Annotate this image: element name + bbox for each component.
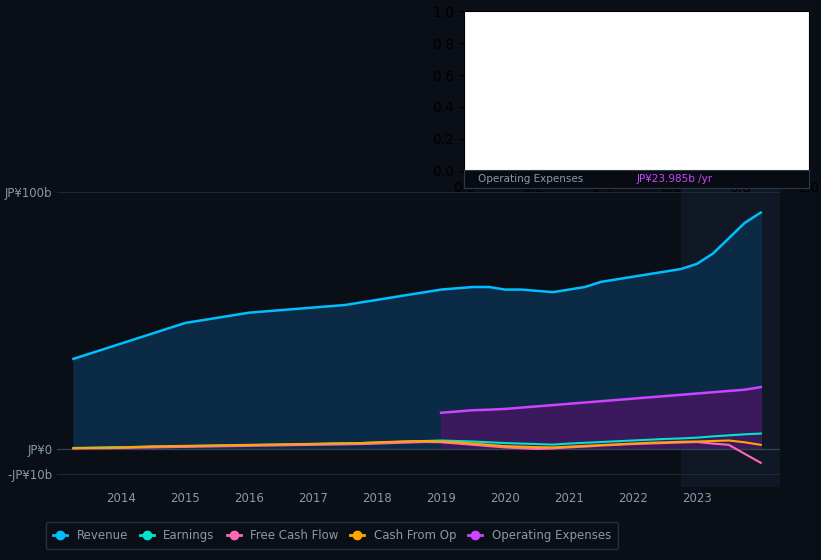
Text: Dec 31 2023: Dec 31 2023 <box>478 22 565 35</box>
Text: Earnings: Earnings <box>478 76 523 86</box>
Text: JP¥92.360b /yr: JP¥92.360b /yr <box>636 48 713 58</box>
Text: Cash From Op: Cash From Op <box>478 150 551 160</box>
Text: JP¥5.913b /yr: JP¥5.913b /yr <box>636 76 706 86</box>
Text: No data: No data <box>636 128 677 138</box>
Text: Revenue: Revenue <box>478 48 523 58</box>
Text: 6.4% profit margin: 6.4% profit margin <box>636 102 734 112</box>
Text: No data: No data <box>636 150 677 160</box>
Legend: Revenue, Earnings, Free Cash Flow, Cash From Op, Operating Expenses: Revenue, Earnings, Free Cash Flow, Cash … <box>46 522 618 549</box>
Text: Operating Expenses: Operating Expenses <box>478 179 583 189</box>
Text: JP¥23.985b /yr: JP¥23.985b /yr <box>636 179 713 189</box>
Text: Free Cash Flow: Free Cash Flow <box>478 128 556 138</box>
Text: JP¥23.985b /yr: JP¥23.985b /yr <box>636 174 713 184</box>
Bar <box>681 179 780 487</box>
Text: Operating Expenses: Operating Expenses <box>478 174 583 184</box>
